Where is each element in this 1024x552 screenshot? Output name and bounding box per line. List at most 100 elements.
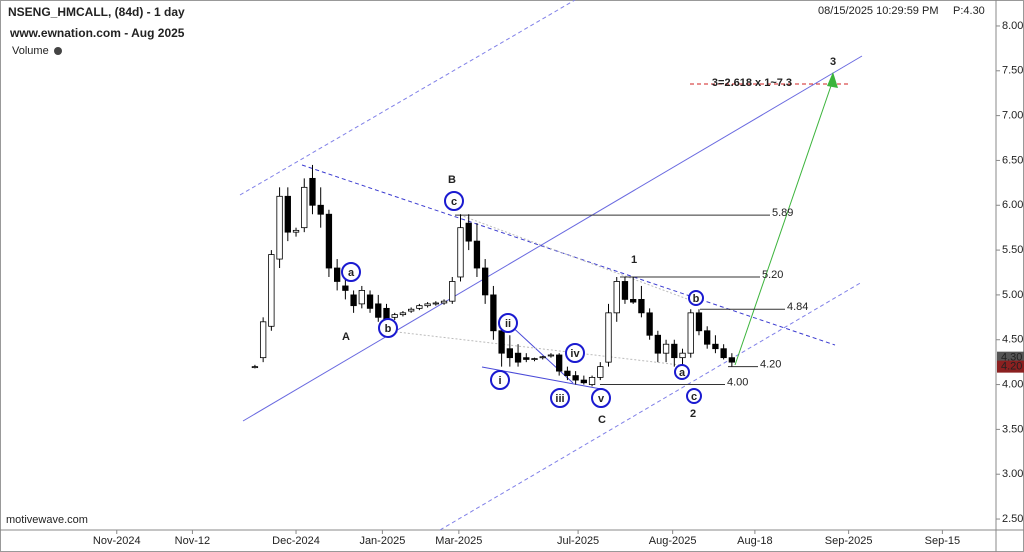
wave-label: 2 bbox=[690, 408, 696, 420]
volume-label[interactable]: Volume bbox=[12, 45, 49, 57]
wave-label: B bbox=[448, 174, 456, 186]
wave-label: C bbox=[598, 414, 606, 426]
candle-body bbox=[284, 195, 291, 233]
candle-body bbox=[473, 240, 481, 269]
candle-body bbox=[325, 213, 333, 269]
wave-label: a bbox=[348, 267, 355, 279]
candle-body bbox=[523, 357, 530, 360]
candle-body bbox=[704, 330, 711, 345]
channel-line bbox=[439, 281, 863, 531]
chart-title: NSENG_HMCALL, (84d) - 1 day bbox=[8, 5, 185, 19]
wave-label: v bbox=[598, 393, 605, 405]
x-tick-label: Nov-2024 bbox=[93, 535, 141, 547]
wave-circle bbox=[444, 191, 464, 211]
level-label: 4.00 bbox=[727, 376, 748, 388]
chart-subtitle: www.ewnation.com - Aug 2025 bbox=[9, 26, 185, 40]
candle-body bbox=[679, 352, 686, 359]
x-tick-label: Jan-2025 bbox=[359, 535, 405, 547]
x-tick-label: Mar-2025 bbox=[435, 535, 482, 547]
wave-circle bbox=[490, 370, 510, 390]
candle-body bbox=[333, 267, 341, 282]
candle-body bbox=[695, 312, 703, 332]
candle-body bbox=[490, 294, 497, 332]
wave-label: iii bbox=[555, 393, 564, 405]
x-tick-label: Aug-2025 bbox=[649, 535, 697, 547]
x-tick-label: Nov-12 bbox=[175, 535, 210, 547]
wave-label: a bbox=[679, 367, 686, 379]
wave-circle bbox=[550, 388, 570, 408]
y-tick-label: 6.00 bbox=[1002, 199, 1023, 211]
price-tag-label: 4.20 bbox=[1001, 361, 1022, 373]
wave-circle bbox=[591, 388, 611, 408]
level-label: 5.89 bbox=[772, 207, 793, 219]
wave-circle bbox=[498, 313, 518, 333]
wave-label: c bbox=[451, 196, 457, 208]
y-tick-label: 4.50 bbox=[1002, 334, 1023, 346]
price-text: P:4.30 bbox=[953, 5, 985, 17]
candle-body bbox=[342, 285, 349, 291]
candle-body bbox=[556, 354, 563, 372]
candle-body bbox=[728, 357, 736, 363]
candle-body bbox=[662, 343, 670, 354]
wave-circle bbox=[565, 343, 585, 363]
candle-body bbox=[358, 290, 365, 305]
trend-line bbox=[506, 321, 574, 384]
y-tick-label: 7.50 bbox=[1002, 65, 1023, 77]
wave-label: c bbox=[691, 391, 697, 403]
candle-body bbox=[572, 375, 579, 381]
y-tick-label: 6.50 bbox=[1002, 154, 1023, 166]
channel-line bbox=[239, 0, 576, 196]
trend-lines bbox=[239, 0, 863, 531]
price-tag bbox=[997, 360, 1024, 373]
candle-body bbox=[506, 348, 513, 359]
level-label: 4.84 bbox=[787, 301, 808, 313]
wave-label: iv bbox=[570, 348, 580, 360]
level-label: 5.20 bbox=[762, 269, 783, 281]
candle-body bbox=[408, 308, 415, 312]
candle-body bbox=[276, 195, 283, 260]
y-tick-label: 8.00 bbox=[1002, 20, 1023, 32]
arrow-head bbox=[827, 72, 838, 88]
candle-body bbox=[440, 300, 448, 304]
wave-label: 1 bbox=[631, 254, 637, 266]
candle-body bbox=[301, 186, 308, 229]
candle-body bbox=[539, 356, 546, 359]
candle-body bbox=[531, 358, 538, 360]
target-note: 3=2.618 x 1~7.3 bbox=[712, 77, 792, 89]
candle-body bbox=[671, 343, 678, 359]
level-label: 4.20 bbox=[760, 359, 781, 371]
x-tick-label: Sep-2025 bbox=[825, 535, 873, 547]
candle-body bbox=[498, 330, 505, 354]
x-tick-label: Dec-2024 bbox=[272, 535, 320, 547]
x-tick-label: Aug-18 bbox=[737, 535, 772, 547]
candle-body bbox=[259, 321, 267, 359]
candle-body bbox=[514, 352, 522, 363]
candle-body bbox=[268, 254, 275, 327]
y-tick-label: 3.50 bbox=[1002, 423, 1023, 435]
candle-body bbox=[712, 343, 719, 350]
wave-label: b bbox=[693, 293, 700, 305]
candle-body bbox=[613, 281, 620, 314]
settings-icon[interactable] bbox=[54, 47, 62, 55]
candle-body bbox=[251, 366, 259, 369]
wave-circle bbox=[341, 262, 361, 282]
candle-body bbox=[317, 204, 324, 215]
candle-body bbox=[597, 366, 604, 378]
candle-body bbox=[687, 312, 694, 354]
wave-label: i bbox=[498, 375, 501, 387]
wave-label: 3 bbox=[830, 56, 836, 68]
candle-body bbox=[309, 177, 316, 206]
channel-line bbox=[242, 55, 863, 422]
guide-line bbox=[459, 214, 691, 301]
candle-body bbox=[621, 281, 629, 300]
y-tick-label: 2.50 bbox=[1002, 513, 1023, 525]
wave-circle bbox=[688, 290, 704, 306]
price-tag-label: 4.30 bbox=[1001, 352, 1022, 364]
wave-label: ii bbox=[505, 318, 511, 330]
y-tick-label: 3.00 bbox=[1002, 468, 1023, 480]
wave-label: b bbox=[385, 323, 392, 335]
x-tick-label: Jul-2025 bbox=[557, 535, 599, 547]
y-tick-label: 7.00 bbox=[1002, 110, 1023, 122]
candle-body bbox=[646, 312, 653, 336]
